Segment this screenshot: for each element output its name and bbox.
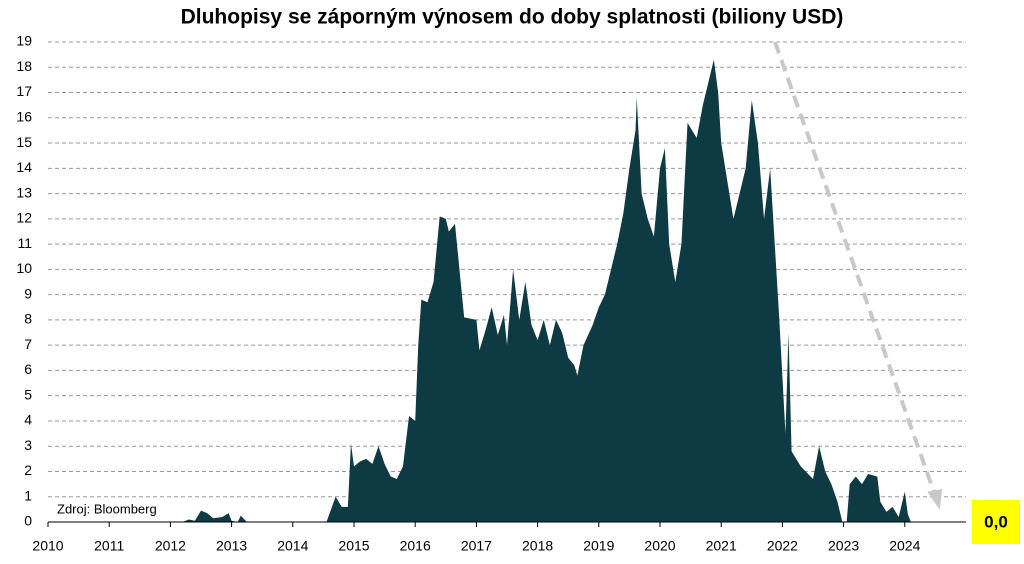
y-tick-label: 18 <box>16 58 32 74</box>
y-tick-label: 12 <box>16 210 32 226</box>
y-tick-label: 2 <box>24 462 32 478</box>
y-tick-label: 16 <box>16 108 32 124</box>
y-tick-label: 7 <box>24 336 32 352</box>
y-tick-label: 14 <box>16 159 32 175</box>
x-tick-label: 2024 <box>889 538 920 554</box>
y-tick-label: 0 <box>24 513 32 529</box>
x-tick-label: 2017 <box>461 538 492 554</box>
y-tick-label: 5 <box>24 386 32 402</box>
trend-arrow <box>773 41 937 496</box>
arrow-head <box>927 489 943 510</box>
y-tick-label: 6 <box>24 361 32 377</box>
x-tick-label: 2019 <box>583 538 614 554</box>
x-tick-label: 2018 <box>522 538 553 554</box>
y-tick-label: 15 <box>16 134 32 150</box>
x-tick-label: 2016 <box>400 538 431 554</box>
source-note: Zdroj: Bloomberg <box>57 501 157 516</box>
y-tick-label: 19 <box>16 33 32 49</box>
y-tick-label: 9 <box>24 285 32 301</box>
x-tick-label: 2014 <box>277 538 308 554</box>
area <box>48 59 911 523</box>
x-tick-label: 2021 <box>706 538 737 554</box>
x-tick-label: 2020 <box>644 538 675 554</box>
x-tick-label: 2010 <box>32 538 63 554</box>
x-tick-label: 2011 <box>94 538 124 554</box>
x-tick-label: 2022 <box>767 538 798 554</box>
chart-title: Dluhopisy se záporným výnosem do doby sp… <box>181 6 844 29</box>
x-tick-label: 2013 <box>216 538 247 554</box>
y-tick-label: 10 <box>16 260 32 276</box>
x-tick-label: 2023 <box>828 538 859 554</box>
y-tick-label: 11 <box>17 235 32 251</box>
y-tick-label: 3 <box>24 437 32 453</box>
annotation-box <box>972 500 1020 544</box>
y-tick-label: 17 <box>16 83 32 99</box>
y-tick-label: 1 <box>24 487 32 503</box>
y-tick-label: 8 <box>24 311 32 327</box>
x-tick-label: 2012 <box>155 538 186 554</box>
annotation: 0,0 <box>984 512 1008 531</box>
y-tick-label: 4 <box>24 412 32 428</box>
y-tick-label: 13 <box>16 184 32 200</box>
x-tick-label: 2015 <box>338 538 369 554</box>
